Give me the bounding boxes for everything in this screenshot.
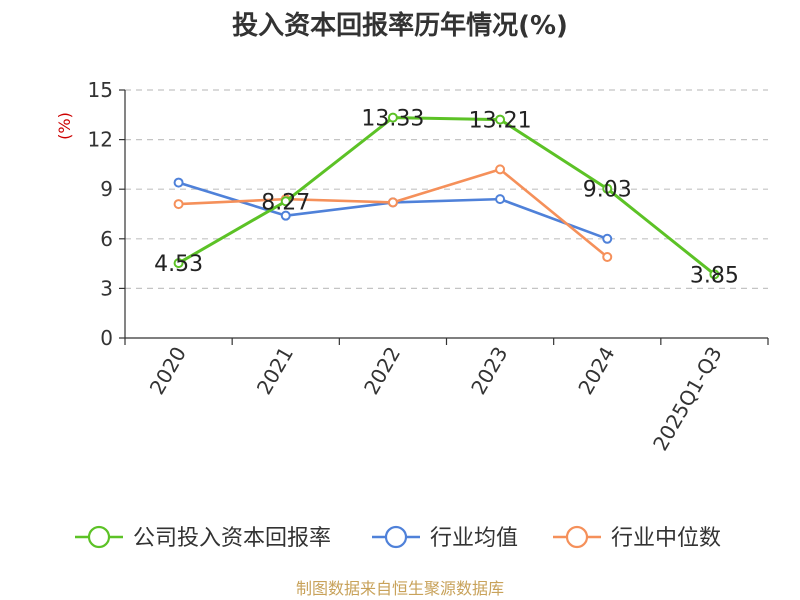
chart-title: 投入资本回报率历年情况(%) (232, 10, 568, 41)
series-layer: 4.53 8.27 13.33 13.21 9.03 3.85 (154, 107, 739, 289)
legend-swatch-marker (384, 525, 408, 549)
x-tick-label: 2023 (466, 343, 512, 399)
y-tick-label: 9 (100, 177, 113, 201)
data-label: 4.53 (154, 252, 203, 277)
x-tick-label: 2020 (145, 343, 191, 399)
source-note: 制图数据来自恒生聚源数据库 (296, 579, 504, 598)
gridlines (125, 89, 768, 289)
y-tick-label: 0 (100, 326, 113, 350)
data-label: 8.27 (261, 190, 310, 215)
x-tick-label: 2024 (573, 343, 619, 399)
data-label: 9.03 (583, 178, 632, 203)
legend-label: 公司投入资本回报率 (133, 526, 331, 551)
x-tick-label: 2025Q1-Q3 (648, 343, 727, 455)
data-point (173, 258, 184, 269)
data-point (602, 233, 613, 244)
data-point (495, 114, 506, 125)
legend-swatch-marker (87, 525, 111, 549)
data-point (495, 164, 506, 175)
x-tick-label: 2022 (359, 343, 405, 399)
data-label: 13.21 (469, 109, 532, 134)
legend-swatch-marker (565, 525, 589, 549)
data-point (173, 177, 184, 188)
y-tick-label: 6 (100, 227, 113, 251)
series-line (177, 116, 716, 276)
y-tick-label: 3 (100, 276, 113, 300)
legend: 公司投入资本回报率 行业均值 行业中位数 (75, 525, 721, 551)
y-tick-label: 12 (88, 128, 113, 152)
y-tick-label: 15 (88, 78, 113, 102)
data-point (387, 197, 398, 208)
data-point (602, 251, 613, 262)
data-point (495, 194, 506, 205)
data-point (173, 199, 184, 210)
legend-label: 行业中位数 (611, 526, 721, 551)
data-point (709, 269, 720, 280)
data-label: 13.33 (361, 107, 424, 132)
x-tick-label: 2021 (252, 343, 298, 399)
series-line (178, 181, 608, 241)
data-point (387, 112, 398, 123)
series-line (178, 168, 609, 258)
data-point (280, 196, 291, 207)
legend-label: 行业均值 (430, 526, 518, 551)
data-point (602, 183, 613, 194)
data-point (280, 210, 291, 221)
data-label: 3.85 (690, 263, 739, 288)
y-axis-unit: (%) (55, 112, 74, 140)
